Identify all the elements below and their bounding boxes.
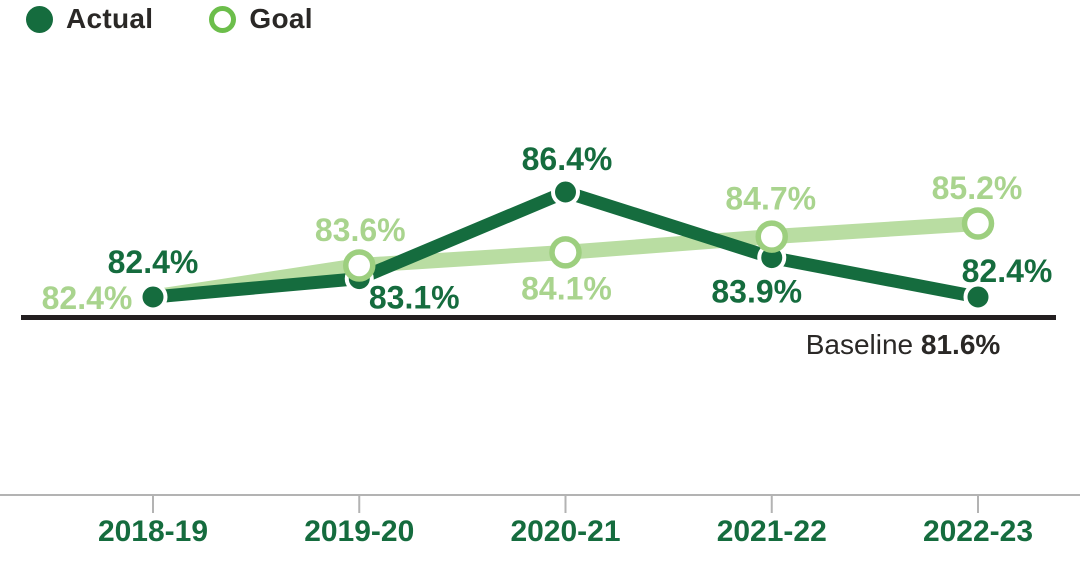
x-axis: 2018-19 2019-20 2020-21 2021-22 2022-23 [0,494,1080,548]
goal-value-label: 84.7% [725,181,816,217]
goal-marker [755,220,788,253]
goal-value-label: 83.6% [315,212,406,248]
actual-value-label: 82.4% [962,253,1053,289]
actual-marker [963,282,993,312]
x-tick [358,495,361,513]
legend-label-goal: Goal [249,3,313,34]
goal-open-circle-icon [209,5,237,33]
x-tick-label: 2018-19 [98,515,208,548]
baseline-label: Baseline 81.6% [806,329,1001,360]
x-tick [770,495,773,513]
baseline-rule [21,315,1056,320]
goal-value-label: 82.4% [42,280,133,316]
x-tick-label: 2022-23 [923,515,1033,548]
actual-value-label: 82.4% [108,244,199,280]
x-axis-line [0,494,1080,496]
goal-marker [549,236,582,269]
x-tick [152,495,154,513]
actual-value-label: 83.9% [711,274,802,310]
goal-value-label: 84.1% [521,270,612,306]
actual-marker [138,282,168,312]
goal-marker [961,207,995,240]
x-tick-label: 2020-21 [510,515,620,548]
legend-label-actual: Actual [66,3,154,34]
series-markers [138,177,995,312]
actual-marker [551,177,580,207]
legend-item-actual: Actual [26,3,153,35]
actual-value-label: 83.1% [369,280,460,316]
actual-filled-circle-icon [26,5,53,33]
x-tick [564,495,567,513]
baseline: Baseline 81.6% [21,315,1056,360]
goal-marker [343,249,376,282]
data-labels: 82.4% 83.6% 84.1% 84.7% 85.2% 82.4% 83.1% 86.4%… [42,141,1053,316]
x-tick-label: 2021-22 [717,515,827,548]
x-tick-label: 2019-20 [304,515,414,548]
legend-item-goal: Goal [209,3,313,35]
x-tick [977,495,979,513]
chart-legend: Actual Goal [26,3,313,35]
goal-value-label: 85.2% [932,170,1023,206]
actual-value-label: 86.4% [522,141,613,177]
